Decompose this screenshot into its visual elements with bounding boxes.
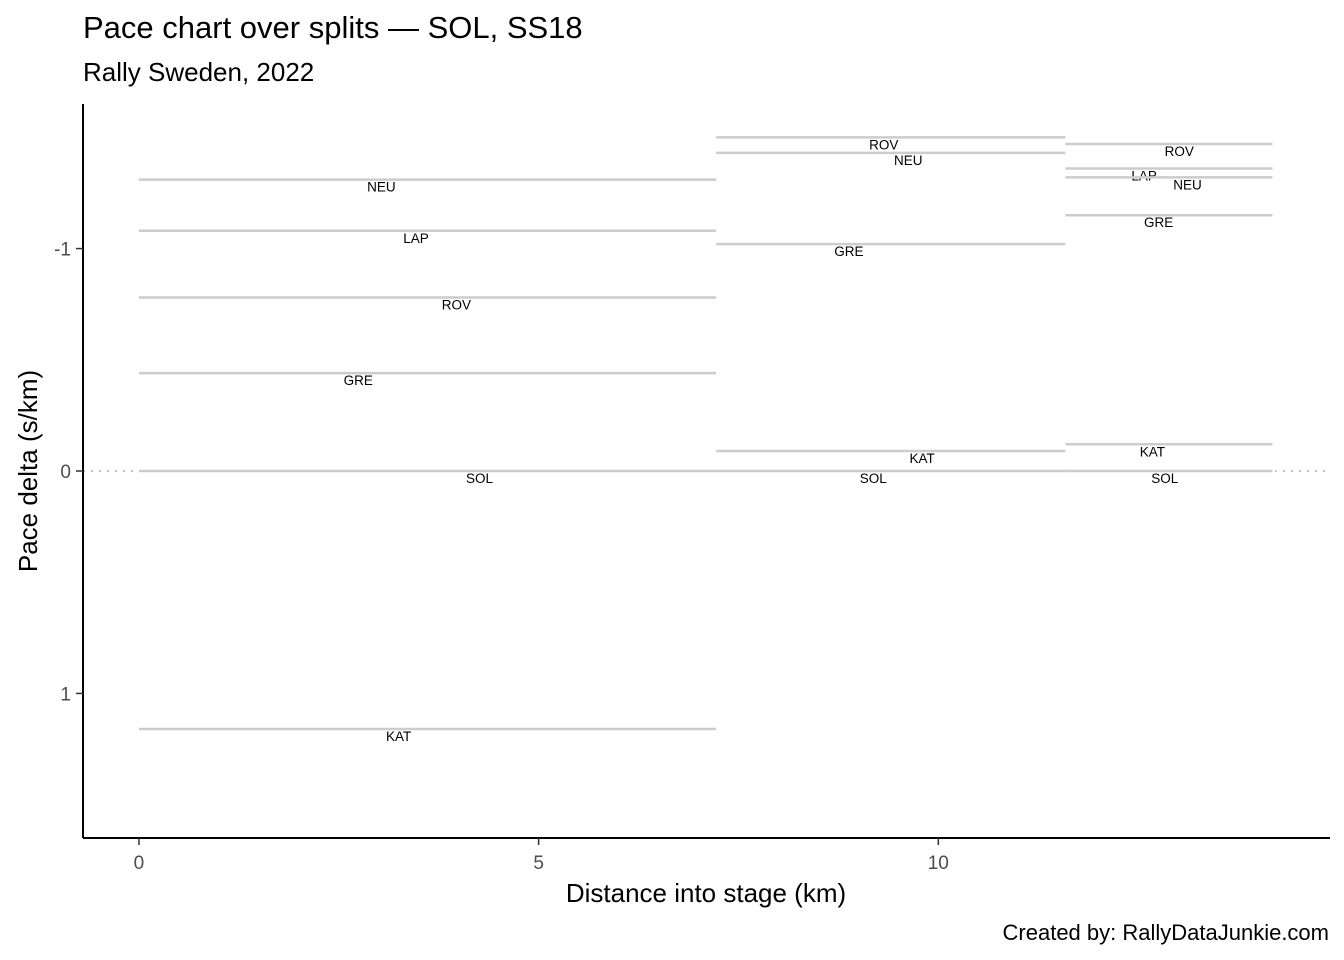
segment-label-lap-split-3: LAP — [1131, 169, 1157, 184]
y-tick-label--1: -1 — [54, 240, 71, 261]
segment-label-neu-split-2: NEU — [894, 153, 923, 168]
segment-label-kat-split-2: KAT — [910, 451, 935, 466]
segment-label-kat-split-1: KAT — [386, 729, 411, 744]
segment-label-sol-split-3: SOL — [1151, 471, 1179, 486]
segment-label-gre-split-2: GRE — [834, 244, 863, 259]
x-axis-title: Distance into stage (km) — [566, 878, 846, 908]
y-tick-label-0: 0 — [60, 462, 71, 483]
axes-layer: 0 5 10 -1 0 1 — [54, 104, 1330, 874]
segments-layer: NEULAPROVGRESOLKATROVNEUGREKATSOLROVLAPN… — [138, 136, 1273, 744]
segment-label-rov-split-2: ROV — [869, 137, 898, 152]
x-tick-label-0: 0 — [134, 853, 145, 874]
caption: Created by: RallyDataJunkie.com — [1002, 920, 1329, 945]
segment-label-rov-split-1: ROV — [442, 298, 471, 313]
segment-label-neu-split-1: NEU — [367, 180, 396, 195]
x-tick-label-10: 10 — [928, 853, 949, 874]
segment-label-sol-split-1: SOL — [466, 471, 494, 486]
segment-label-rov-split-3: ROV — [1165, 144, 1194, 159]
segment-label-lap-split-1: LAP — [403, 231, 429, 246]
y-tick-label-1: 1 — [60, 684, 71, 705]
segment-label-neu-split-3: NEU — [1173, 177, 1202, 192]
chart-subtitle: Rally Sweden, 2022 — [83, 57, 315, 87]
y-axis-title: Pace delta (s/km) — [13, 370, 43, 572]
segment-label-gre-split-1: GRE — [344, 373, 373, 388]
segment-label-kat-split-3: KAT — [1140, 444, 1165, 459]
segment-label-gre-split-3: GRE — [1144, 215, 1173, 230]
segment-label-sol-split-2: SOL — [860, 471, 888, 486]
chart-title: Pace chart over splits — SOL, SS18 — [83, 10, 583, 45]
x-tick-label-5: 5 — [533, 853, 544, 874]
